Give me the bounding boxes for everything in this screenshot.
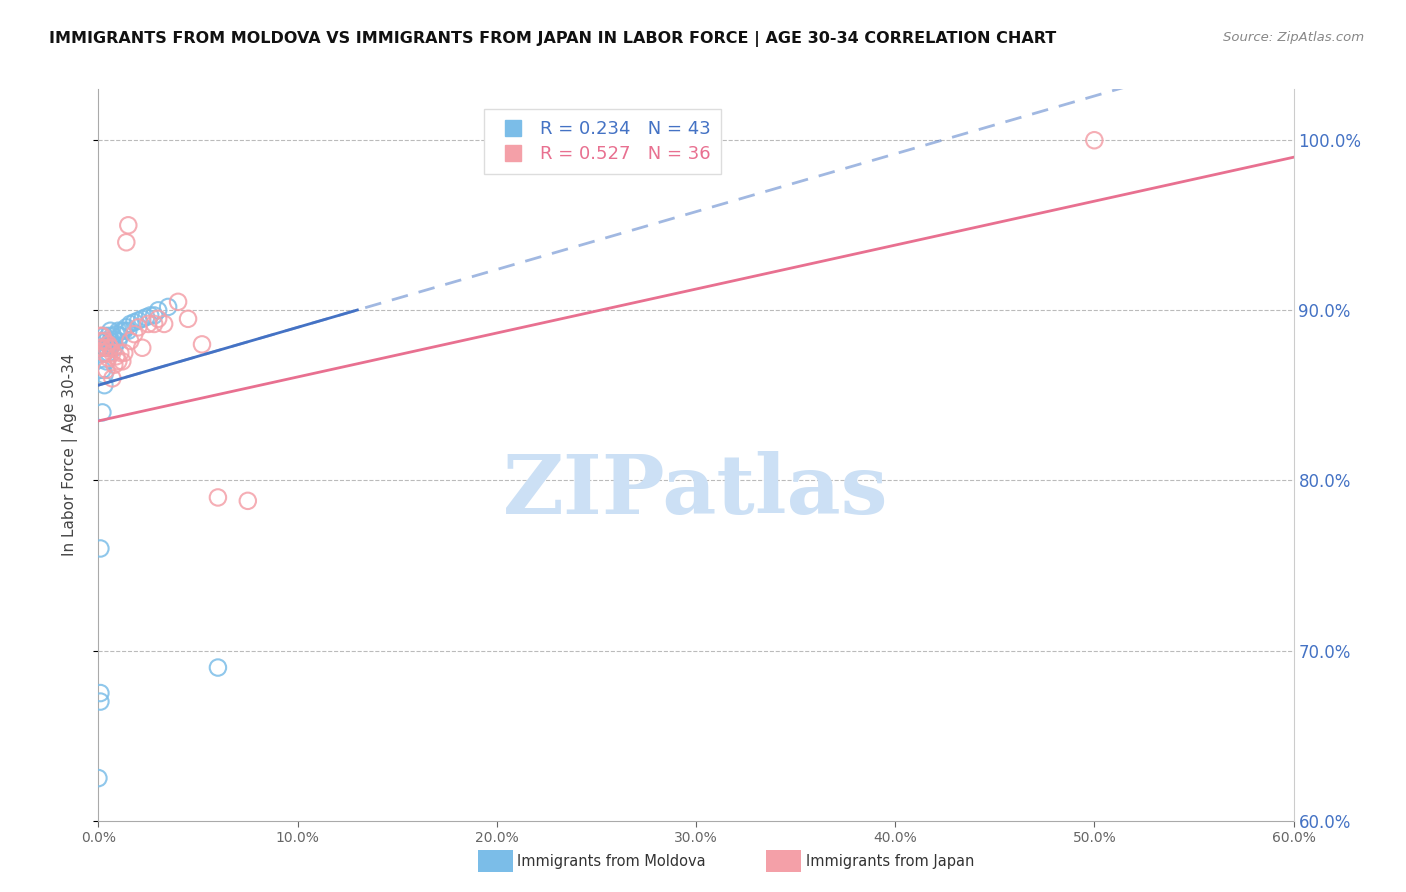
Point (127, 313, 149, 327)
Point (97, 329, 120, 343)
Point (87, 341, 110, 355)
Point (131, 311, 153, 326)
Point (207, 660, 229, 674)
Point (112, 324, 135, 338)
Point (89, 541, 111, 556)
Point (96, 354, 118, 368)
Point (131, 341, 153, 355)
Point (103, 358, 125, 372)
Point (97, 351, 120, 365)
Text: IMMIGRANTS FROM MOLDOVA VS IMMIGRANTS FROM JAPAN IN LABOR FORCE | AGE 30-34 CORR: IMMIGRANTS FROM MOLDOVA VS IMMIGRANTS FR… (49, 31, 1056, 47)
Point (101, 329, 124, 343)
Point (115, 320, 138, 334)
Point (177, 311, 200, 326)
Point (191, 337, 214, 351)
Point (89, 334, 111, 348)
Point (107, 354, 129, 368)
Point (96, 363, 118, 377)
Text: Immigrants from Japan: Immigrants from Japan (806, 855, 974, 869)
Text: Immigrants from Moldova: Immigrants from Moldova (517, 855, 706, 869)
Point (148, 311, 170, 326)
Point (96, 341, 118, 355)
Point (143, 317, 166, 331)
Point (1083, 133, 1105, 147)
Point (91, 363, 114, 377)
Point (91, 334, 114, 348)
Point (236, 493, 259, 508)
Point (105, 327, 128, 342)
Point (124, 315, 146, 329)
Point (107, 334, 129, 348)
Point (135, 310, 157, 325)
Point (136, 317, 159, 331)
Point (101, 346, 124, 360)
Point (143, 309, 166, 323)
Point (101, 337, 124, 351)
Point (98, 341, 122, 355)
Point (87, 771, 110, 785)
Point (148, 303, 170, 318)
Point (93, 378, 115, 392)
Point (110, 329, 132, 343)
Text: ZIPatlas: ZIPatlas (503, 451, 889, 532)
Point (93, 368, 115, 382)
Point (111, 354, 134, 368)
Text: Source: ZipAtlas.com: Source: ZipAtlas.com (1223, 31, 1364, 45)
Point (120, 317, 142, 331)
Point (89, 686, 111, 700)
Point (98, 341, 122, 355)
Point (97, 337, 120, 351)
Point (207, 491, 229, 505)
Legend: R = 0.234   N = 43, R = 0.527   N = 36: R = 0.234 N = 43, R = 0.527 N = 36 (484, 109, 721, 174)
Point (93, 334, 115, 348)
Point (105, 349, 128, 363)
Point (98, 324, 122, 338)
Point (167, 294, 190, 309)
Point (111, 324, 134, 338)
Point (91, 341, 114, 355)
Point (157, 300, 180, 314)
Point (139, 309, 162, 323)
Point (107, 324, 129, 338)
Point (117, 219, 139, 233)
Point (89, 329, 111, 343)
Point (127, 320, 149, 334)
Point (117, 324, 139, 338)
Point (93, 346, 115, 360)
Point (103, 332, 125, 346)
Point (96, 334, 118, 348)
Point (91, 341, 114, 355)
Point (120, 334, 142, 348)
Point (91, 405, 114, 419)
Point (97, 337, 120, 351)
Point (89, 695, 111, 709)
Point (98, 334, 122, 348)
Point (91, 329, 114, 343)
Point (101, 371, 124, 385)
Point (153, 317, 176, 331)
Point (115, 235, 138, 250)
Point (93, 329, 115, 343)
Point (124, 327, 146, 342)
Point (110, 346, 132, 360)
Point (96, 341, 118, 355)
Point (112, 346, 135, 360)
Point (103, 341, 125, 355)
Point (93, 346, 115, 360)
Y-axis label: In Labor Force | Age 30-34: In Labor Force | Age 30-34 (62, 353, 77, 557)
Point (97, 346, 120, 360)
